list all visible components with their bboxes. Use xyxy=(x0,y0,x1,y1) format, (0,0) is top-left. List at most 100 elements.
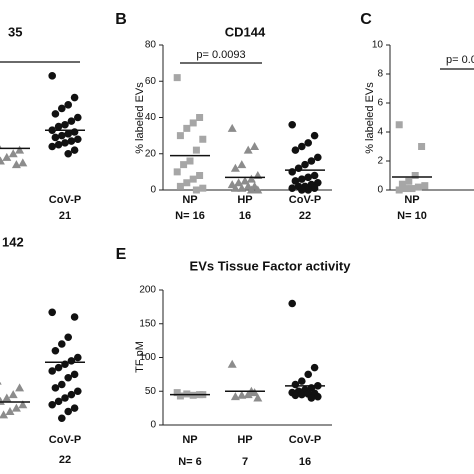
data-point xyxy=(54,397,63,406)
data-point xyxy=(398,180,406,188)
data-point xyxy=(196,114,204,121)
data-point xyxy=(418,143,426,150)
data-point xyxy=(2,152,12,161)
data-point xyxy=(70,93,79,102)
data-point xyxy=(237,183,247,192)
x-tick-label: CoV-P xyxy=(49,434,81,446)
data-point xyxy=(11,160,21,169)
data-point xyxy=(11,403,21,412)
panel-letter: C xyxy=(360,11,372,28)
y-tick-label: 4 xyxy=(377,127,383,138)
data-point xyxy=(307,394,316,402)
data-point xyxy=(18,158,28,167)
data-point xyxy=(298,142,306,151)
data-point xyxy=(58,380,66,389)
data-point xyxy=(15,383,25,392)
data-point xyxy=(64,373,72,382)
data-point xyxy=(51,133,60,142)
data-point xyxy=(314,392,322,401)
x-tick-label: NP xyxy=(404,194,419,206)
data-point xyxy=(48,142,56,151)
data-point xyxy=(51,110,60,118)
data-point xyxy=(237,390,247,399)
n-label: N= 6 xyxy=(178,456,202,468)
data-point xyxy=(298,377,306,385)
data-point xyxy=(0,396,5,405)
data-point xyxy=(298,390,306,399)
data-point xyxy=(173,168,181,176)
n-label: 16 xyxy=(239,210,251,222)
data-point xyxy=(173,74,181,82)
data-point xyxy=(310,184,319,192)
data-point xyxy=(64,149,72,158)
data-point xyxy=(243,145,253,154)
y-tick-label: 0 xyxy=(150,420,156,431)
data-point xyxy=(74,353,82,362)
data-point xyxy=(227,359,237,368)
y-tick-label: 60 xyxy=(145,76,157,87)
data-point xyxy=(234,178,244,187)
x-tick-label: CoV-P xyxy=(289,434,321,446)
data-point xyxy=(408,185,416,193)
n-label: N= 16 xyxy=(175,210,205,222)
data-point xyxy=(51,384,60,392)
data-point xyxy=(48,308,56,317)
y-tick-label: 50 xyxy=(145,386,157,397)
data-point xyxy=(301,160,309,169)
data-point xyxy=(230,163,240,172)
data-point xyxy=(240,176,250,185)
data-point xyxy=(74,113,82,122)
panel-title: 35 xyxy=(8,24,22,39)
y-tick-label: 150 xyxy=(139,318,156,329)
data-point xyxy=(237,160,247,169)
p-value: p= 0.0 xyxy=(446,54,474,66)
n-label: 7 xyxy=(242,456,248,468)
data-point xyxy=(5,407,15,415)
data-point xyxy=(314,153,322,162)
data-point xyxy=(0,145,2,149)
data-point xyxy=(58,131,66,140)
data-point xyxy=(48,400,56,409)
data-point xyxy=(67,357,76,365)
data-point xyxy=(15,145,25,154)
data-point xyxy=(192,186,200,194)
data-point xyxy=(70,146,79,154)
data-point xyxy=(180,161,188,169)
data-point xyxy=(294,164,303,173)
y-tick-label: 20 xyxy=(145,148,157,159)
n-label: 22 xyxy=(59,454,71,466)
data-point xyxy=(58,340,66,348)
data-point xyxy=(176,182,184,190)
data-point xyxy=(304,139,313,147)
n-label: 22 xyxy=(299,210,311,222)
data-point xyxy=(298,175,306,183)
data-point xyxy=(58,414,66,423)
data-point xyxy=(2,393,12,402)
data-point xyxy=(199,184,207,192)
data-point xyxy=(288,184,297,192)
y-tick-label: 10 xyxy=(372,40,384,51)
data-point xyxy=(0,381,2,385)
p-value: p= 0.0093 xyxy=(196,49,245,61)
data-point xyxy=(310,131,319,140)
data-point xyxy=(54,363,63,372)
y-tick-label: 80 xyxy=(145,40,157,51)
data-point xyxy=(70,370,79,379)
data-point xyxy=(421,182,429,190)
data-point xyxy=(58,104,66,113)
data-point xyxy=(230,392,240,401)
data-point xyxy=(64,130,72,138)
data-point xyxy=(411,172,419,179)
data-point xyxy=(414,183,422,191)
data-point xyxy=(230,183,240,192)
data-point xyxy=(189,119,197,127)
data-point xyxy=(8,390,18,399)
y-axis-label: TF pM xyxy=(134,341,146,373)
data-point xyxy=(0,410,9,419)
n-label: N= 10 xyxy=(397,210,427,222)
data-point xyxy=(196,172,204,179)
data-point xyxy=(70,313,79,321)
data-point xyxy=(48,72,56,80)
data-point xyxy=(67,137,76,145)
